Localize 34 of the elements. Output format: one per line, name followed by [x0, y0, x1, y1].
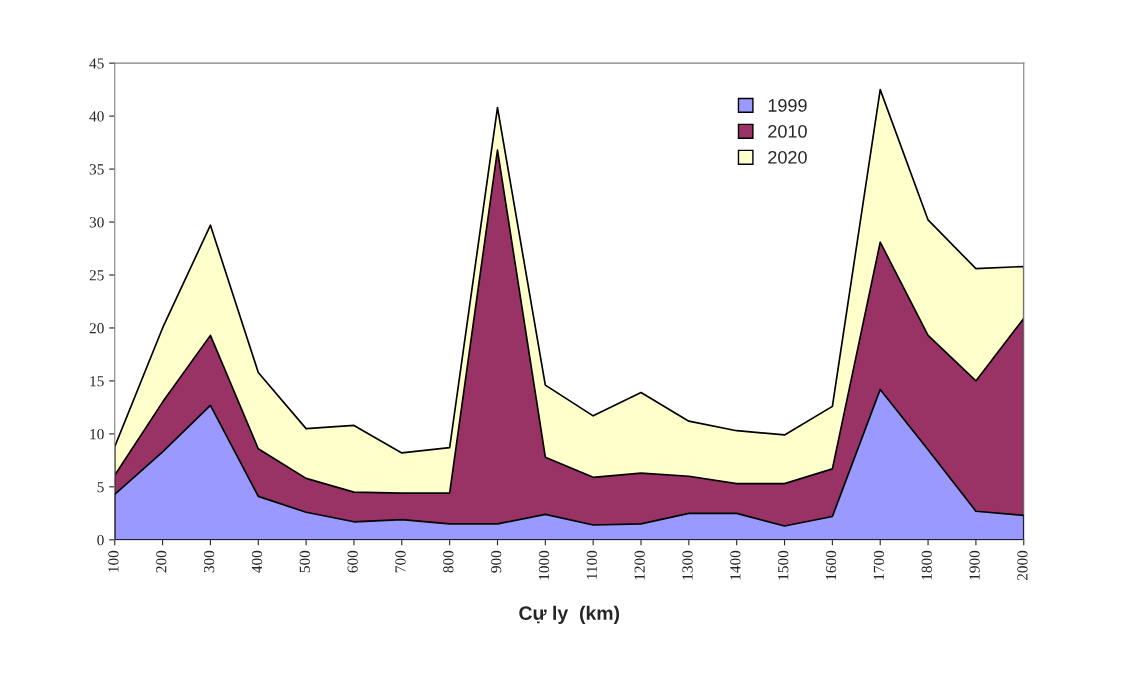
legend-label: 2010: [768, 124, 807, 138]
x-tick-label: 1200: [634, 550, 645, 580]
x-axis-title: Cự ly (km): [519, 605, 620, 624]
x-tick-label: 1500: [778, 550, 789, 580]
x-tick-label: 400: [251, 550, 263, 573]
x-tick-label: 800: [443, 550, 454, 573]
y-tick-label: 30: [89, 217, 104, 228]
y-tick-label: 0: [97, 534, 104, 546]
y-tick-label: 35: [89, 164, 104, 175]
x-tick-label: 100: [108, 550, 119, 572]
x-tick-label: 500: [299, 550, 310, 573]
x-tick-label: 1000: [538, 550, 550, 580]
y-tick-label: 25: [89, 270, 104, 281]
x-tick-label: 600: [347, 550, 358, 573]
x-tick-label: 1100: [586, 550, 597, 579]
x-tick-label: 2000: [1017, 550, 1028, 581]
x-tick-label: 1900: [969, 550, 980, 580]
legend-label: 1999: [768, 99, 807, 112]
legend-label: 2020: [768, 150, 807, 164]
x-tick-label: 1800: [921, 550, 932, 580]
x-tick-label: 900: [491, 550, 502, 573]
x-tick-label: 300: [203, 550, 215, 573]
x-tick-label: 1300: [682, 550, 693, 580]
y-tick-label: 15: [90, 376, 104, 387]
y-tick-label: 40: [89, 111, 104, 122]
x-tick-label: 1400: [730, 550, 741, 580]
y-tick-label: 10: [90, 429, 104, 440]
x-tick-label: 200: [156, 550, 167, 573]
x-tick-label: 1600: [825, 550, 837, 580]
y-tick-label: 5: [97, 482, 104, 493]
y-tick-label: 20: [89, 323, 104, 334]
x-tick-label: 1700: [873, 550, 885, 580]
y-tick-label: 45: [89, 58, 104, 69]
x-tick-label: 700: [395, 550, 406, 573]
